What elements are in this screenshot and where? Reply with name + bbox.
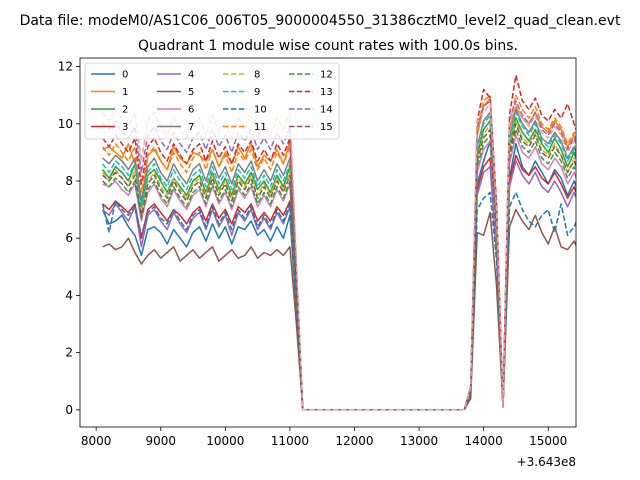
y-tick-label: 12: [58, 60, 73, 74]
y-tick-label: 4: [65, 288, 73, 302]
legend-label: 6: [188, 105, 194, 116]
x-tick-label: 9000: [145, 434, 176, 448]
legend-label: 14: [320, 105, 333, 116]
y-tick-label: 6: [65, 231, 73, 245]
figure-suptitle: Data file: modeM0/AS1C06_006T05_90000045…: [20, 13, 621, 29]
legend-label: 2: [122, 105, 128, 116]
y-tick-label: 0: [65, 403, 73, 417]
x-tick-label: 10000: [206, 434, 244, 448]
y-tick-label: 8: [65, 174, 73, 188]
plot-frame: [79, 57, 577, 428]
legend-label: 8: [254, 70, 260, 81]
series-line-12: [102, 128, 576, 411]
x-tick-label: 15000: [529, 434, 567, 448]
x-tick-label: 12000: [335, 434, 373, 448]
y-tick-label: 2: [65, 346, 73, 360]
x-tick-label: 8000: [81, 434, 112, 448]
y-tick-label: 10: [58, 117, 73, 131]
x-tick-label: 13000: [400, 434, 438, 448]
legend-label: 1: [122, 87, 128, 98]
legend-label: 11: [254, 122, 267, 133]
legend-label: 0: [122, 70, 128, 81]
x-offset-label: +3.643e8: [517, 455, 576, 469]
x-axis: 8000 9000 10000 11000 12000 13000 14000 15000: [81, 427, 567, 448]
x-tick-label: 11000: [271, 434, 309, 448]
legend-label: 7: [188, 122, 194, 133]
legend-label: 10: [254, 105, 267, 116]
legend-label: 4: [188, 70, 194, 81]
legend-label: 3: [122, 122, 128, 133]
legend-label: 5: [188, 87, 194, 98]
legend-label: 12: [320, 70, 333, 81]
x-tick-label: 14000: [465, 434, 503, 448]
legend-label: 15: [320, 122, 333, 133]
legend-label: 9: [254, 87, 260, 98]
legend-box: [84, 62, 340, 140]
y-axis: 0 2 4 6 8 10 12: [58, 60, 80, 417]
legend-label: 13: [320, 87, 333, 98]
chart-title: Quadrant 1 module wise count rates with …: [138, 38, 518, 54]
